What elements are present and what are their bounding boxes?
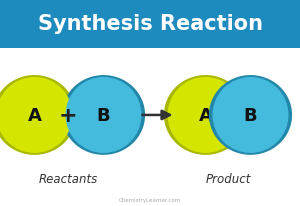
Ellipse shape xyxy=(209,76,292,155)
Text: Synthesis Reaction: Synthesis Reaction xyxy=(38,14,262,34)
Text: ChemistryLearner.com: ChemistryLearner.com xyxy=(119,197,181,202)
Ellipse shape xyxy=(62,76,145,155)
Ellipse shape xyxy=(212,78,289,153)
Text: A: A xyxy=(199,107,212,124)
Text: A: A xyxy=(28,107,41,124)
Text: B: B xyxy=(244,107,257,124)
Text: Reactants: Reactants xyxy=(39,172,98,185)
Text: B: B xyxy=(97,107,110,124)
Ellipse shape xyxy=(167,78,244,153)
Ellipse shape xyxy=(0,78,73,153)
Ellipse shape xyxy=(0,76,76,155)
Ellipse shape xyxy=(164,76,247,155)
Text: Product: Product xyxy=(205,172,251,185)
Ellipse shape xyxy=(65,78,142,153)
Text: +: + xyxy=(59,105,78,125)
